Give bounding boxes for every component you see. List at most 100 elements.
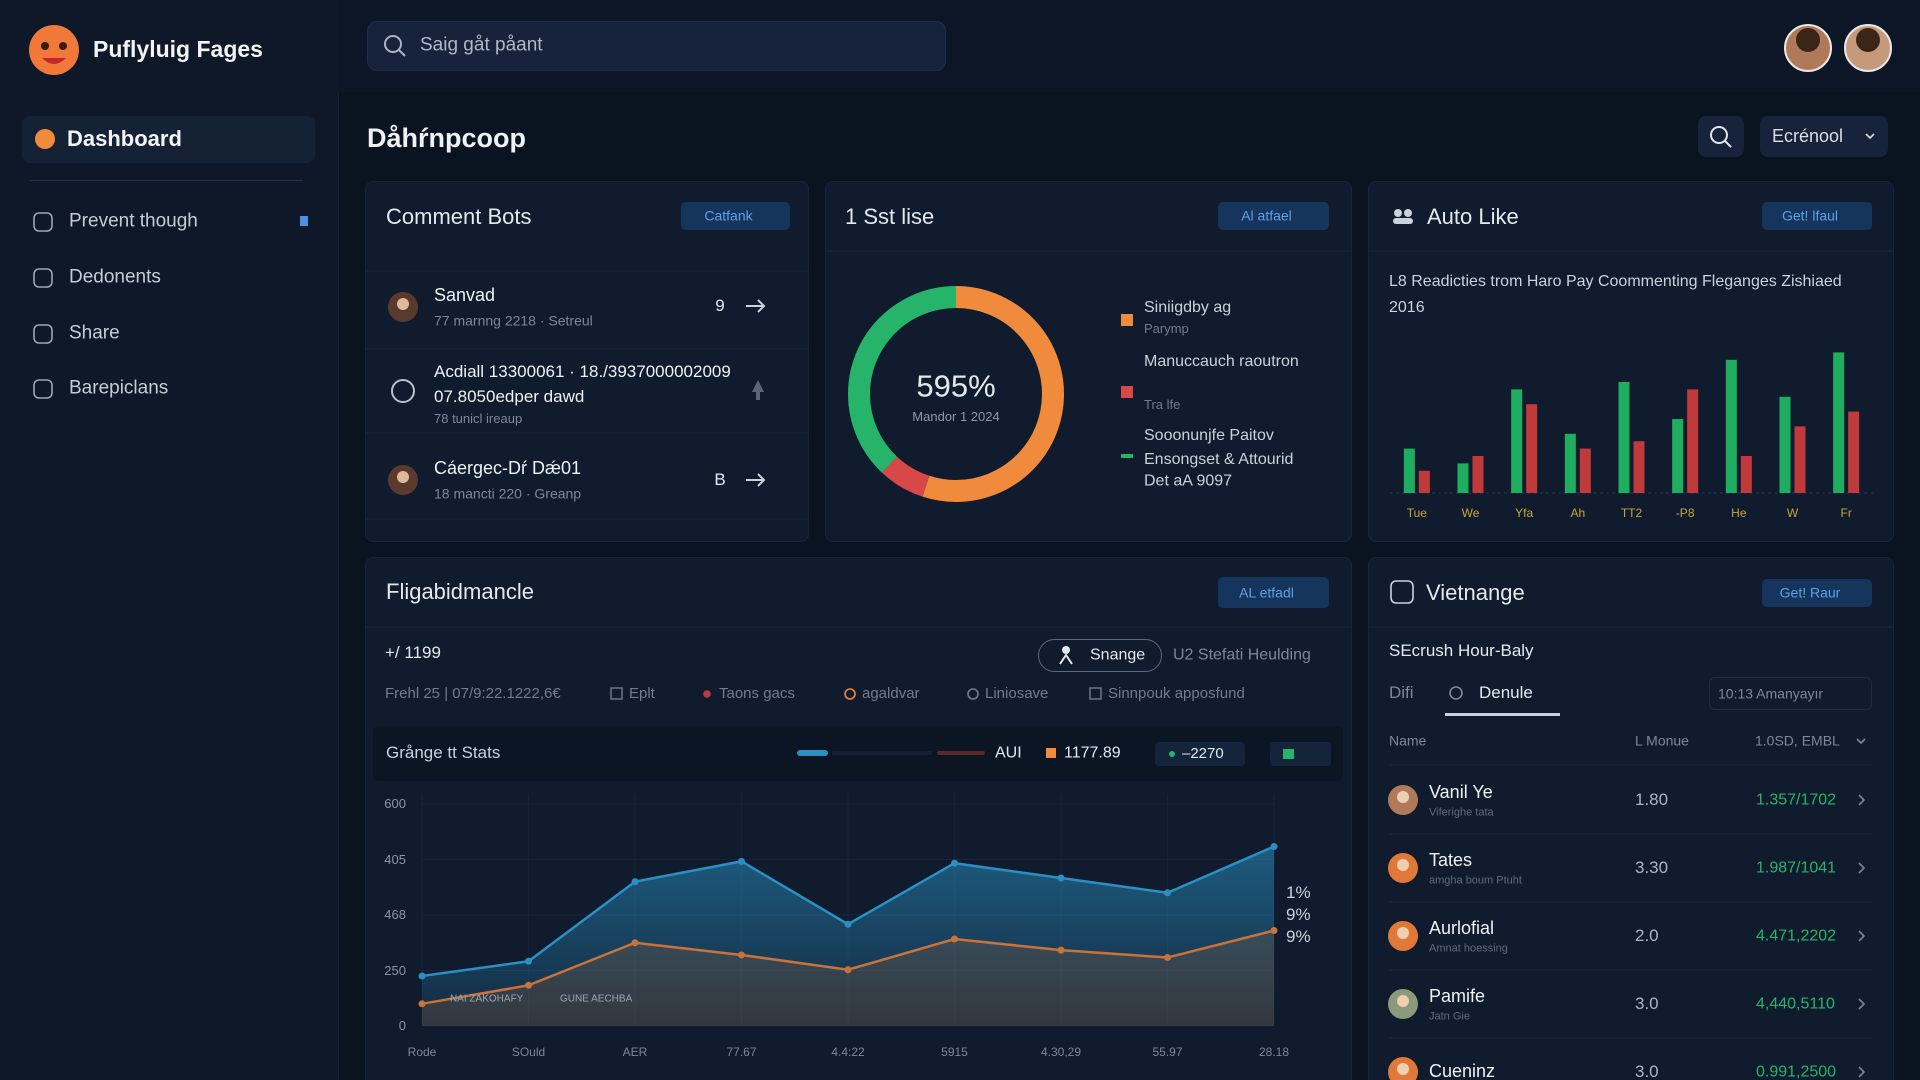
x-tick-label: 4.30,29 [1040,1044,1082,1059]
dropdown-label[interactable]: Ecrénool [1772,126,1844,147]
row-sub: amgha boum Ptuht [1429,874,1522,887]
legend-stat: AUI [995,744,1022,762]
column-header: Name [1389,732,1427,749]
panel-title: Vietnange [1426,579,1525,605]
toggle-button[interactable] [1038,639,1162,672]
row-range: 4,440,5110 [1756,995,1835,1013]
row-name: Pamife [1429,986,1486,1007]
meta-item: Sinnpouk apposfund [1108,685,1245,702]
y-tick-label: 600 [384,796,406,812]
table-subtitle: SEcrush Hour-Baly [1389,640,1534,660]
filter-label: Get! lfaul [1781,207,1839,224]
x-tick-label: Fr [1840,505,1852,520]
panel [1368,557,1894,1080]
tab-underline [1445,713,1560,716]
row-value: 3.30 [1635,857,1669,877]
meta-item: Liniosave [985,685,1049,702]
search-box[interactable] [367,21,946,71]
tab[interactable]: Difi [1389,682,1414,702]
filter-dropdown[interactable] [1218,577,1329,608]
end-label: 9% [1286,926,1311,946]
panel-title: Comment Bots [386,203,532,229]
nav-active-bg[interactable] [22,116,315,163]
row-value: 3.0 [1635,1061,1659,1080]
legend-sublabel: Tra lfe [1144,397,1181,413]
x-tick-label: We [1461,505,1480,520]
toggle-label[interactable]: Snange [1090,646,1146,664]
tab[interactable]: Denule [1479,682,1533,702]
filter-dropdown[interactable] [1218,202,1329,230]
y-tick-label: 468 [384,907,406,923]
time-box [1709,677,1872,710]
panel-title: Auto Like [1427,203,1519,229]
search-placeholder[interactable]: Saig gåt påant [420,34,543,56]
x-tick-label: He [1731,505,1747,520]
row-name: Aurlofial [1429,918,1495,939]
y-tick-label: 250 [384,962,406,978]
filter-dropdown[interactable] [1762,202,1872,230]
y-tick-label: 0 [398,1018,406,1034]
bot-meta: 18 mancti 220 · Greanp [434,485,582,502]
meta-item: Taons gacs [719,685,795,702]
filter-dropdown[interactable] [681,202,790,230]
kpi: +/ 1199 [385,642,441,662]
row-range: 1.987/1041 [1756,859,1837,877]
bot-line: 07.8050edper dawd [434,386,585,406]
x-tick-label: 5915 [941,1044,968,1059]
end-label: 1% [1286,882,1311,902]
nav-item[interactable]: Dashboard [67,125,182,151]
panel-title: Fligabidmancle [386,578,534,604]
legend-label: Sooonunjfe Paitov Ensongset & Attourid [1144,427,1294,468]
nav-item[interactable]: Share [69,322,120,344]
row-value: 3.0 [1635,993,1659,1013]
bot-name: Cáergec-Dŕ Dǽ01 [434,458,582,479]
bot-name: Acdiall 13300061 · 18./3937000002009 [434,361,731,381]
row-range: 0.991,2500 [1756,1063,1837,1080]
nav-item[interactable]: Dedonents [69,266,161,288]
legend-sublabel: Parymp [1144,321,1189,337]
filter-label: Catfank [704,207,753,224]
bot-meta: 78 tunicl ireaup [434,411,523,427]
filter-dropdown[interactable] [1762,579,1872,607]
nav-item[interactable]: Prevent though [69,210,198,232]
legend-stat: –2270 [1182,745,1224,762]
column-header: L Monue [1635,732,1689,749]
meta-item: Eplt [629,685,655,702]
row-range: 4.471,2202 [1756,927,1837,945]
donut-center: 595% [916,368,996,404]
filter-label: Get! Raur [1779,584,1841,601]
nav-item[interactable]: Barepiclans [69,377,169,399]
app-name: Puflyluig Fages [93,36,263,63]
row-value: 1.80 [1635,789,1669,809]
y-tick-label: 405 [384,851,406,867]
x-tick-label: Yfa [1515,505,1534,520]
sidebar-divider [30,180,303,181]
x-tick-label: 4.4:22 [831,1044,865,1059]
time-label: 10:13 Amanyayır [1718,685,1824,702]
row-name: Tates [1429,850,1473,871]
panel [365,181,809,542]
row-sub: Viferighe tata [1429,806,1494,819]
x-tick-label: SOuld [511,1044,546,1059]
x-tick-label: TT2 [1620,505,1643,520]
column-header: 1.0SD, EMBL [1755,732,1840,749]
toggle-alt: U2 Stefati Heulding [1173,646,1311,664]
panel-title: 1 Sst lise [845,203,935,229]
row-name: Vanil Ye [1429,782,1493,803]
x-tick-label: Rode [407,1044,437,1059]
row-sub: Jatn Gie [1429,1010,1470,1023]
legend-swatch [1121,314,1133,326]
filter-label: Al atfael [1241,207,1292,224]
x-tick-label: Ah [1570,505,1586,520]
x-tick-label: W [1786,505,1799,520]
legend-swatch [1121,386,1133,398]
search-button[interactable] [1698,116,1744,157]
donut-sublabel: Mandor 1 2024 [912,409,1000,425]
panel [1368,181,1894,542]
meta-item: agaldvar [862,685,920,702]
legend-stat: 1177.89 [1064,744,1121,762]
legend-swatch [1121,454,1133,458]
filter-label: AL etfadl [1239,584,1294,601]
bot-count: 9 [715,295,725,315]
